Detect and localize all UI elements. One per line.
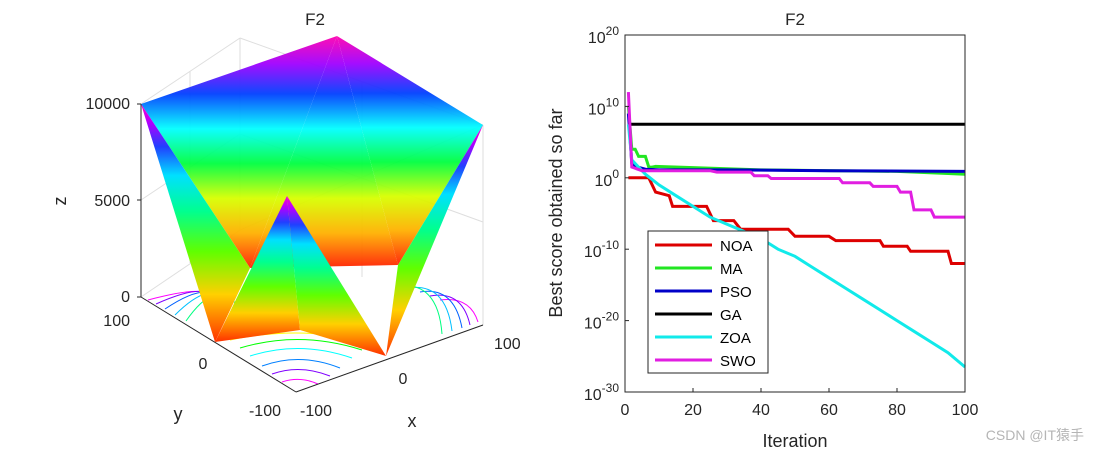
y-tick-label: -100 (249, 403, 281, 420)
x-tick-label: 100 (494, 336, 521, 353)
y-tick-label: 1010 (588, 95, 619, 118)
y-tick-label: 100 (103, 313, 130, 330)
z-tick-label: 10000 (86, 96, 131, 113)
surface-face-left (141, 104, 250, 342)
y-tick-label: 0 (199, 356, 208, 373)
z-axis-label: z (50, 197, 70, 206)
x-tick-label: -100 (300, 403, 332, 420)
surface-face-right (386, 125, 483, 356)
plot-area-frame (624, 34, 966, 393)
z-tick-label: 5000 (94, 193, 130, 210)
y-tick-label: 10-20 (584, 310, 619, 333)
legend-label-pso: PSO (720, 284, 752, 301)
z-tick-label: 0 (121, 289, 130, 306)
y-axis-label: y (174, 404, 183, 424)
series-line-ma (626, 106, 966, 176)
x-tick-label: 20 (684, 402, 702, 419)
surface-face-front-right (287, 196, 386, 356)
surface-face-back-left (141, 36, 337, 268)
convergence-line-chart: F2 0 20 40 60 80 100 1020 1010 100 10-10 10-20 10-… (546, 10, 978, 451)
y-tick-label: 1020 (588, 24, 619, 47)
surface-axes-lines (137, 103, 484, 393)
x-tick-label: 0 (399, 371, 408, 388)
legend-label-ma: MA (720, 261, 743, 278)
x-axis-label: x (408, 411, 417, 431)
legend: NOA MA PSO GA ZOA SWO (647, 230, 769, 374)
x-axis-label: Iteration (762, 431, 827, 451)
series-line-pso (626, 113, 966, 173)
y-tick-label: 10-30 (584, 381, 619, 404)
legend-label-swo: SWO (720, 353, 756, 370)
surface-3d-chart: F2 (50, 10, 521, 431)
y-axis-label: Best score obtained so far (546, 108, 566, 317)
y-tick-label: 10-10 (584, 238, 619, 261)
surface-title: F2 (305, 10, 325, 29)
legend-label-zoa: ZOA (720, 330, 751, 347)
x-tick-label: 100 (952, 402, 979, 419)
line-series-group (626, 92, 966, 369)
x-tick-label: 0 (621, 402, 630, 419)
series-line-zoa (626, 124, 966, 369)
x-ticks-group: 0 20 40 60 80 100 (621, 388, 979, 419)
series-line-swo (626, 92, 965, 219)
legend-box (647, 230, 769, 374)
line-chart-title: F2 (785, 10, 805, 29)
surface-face-front-left (215, 196, 300, 342)
x-tick-label: 60 (820, 402, 838, 419)
legend-label-ga: GA (720, 307, 742, 324)
legend-items: NOA MA PSO GA ZOA SWO (655, 238, 756, 370)
legend-label-noa: NOA (720, 238, 753, 255)
watermark: CSDN @IT猿手 (985, 427, 1084, 443)
series-line-noa (628, 176, 965, 265)
x-tick-label: 40 (752, 402, 770, 419)
y-tick-label: 100 (595, 167, 620, 190)
surface-face-back-right (337, 36, 483, 265)
y-ticks-group: 1020 1010 100 10-10 10-20 10-30 (584, 24, 629, 404)
x-tick-label: 80 (888, 402, 906, 419)
